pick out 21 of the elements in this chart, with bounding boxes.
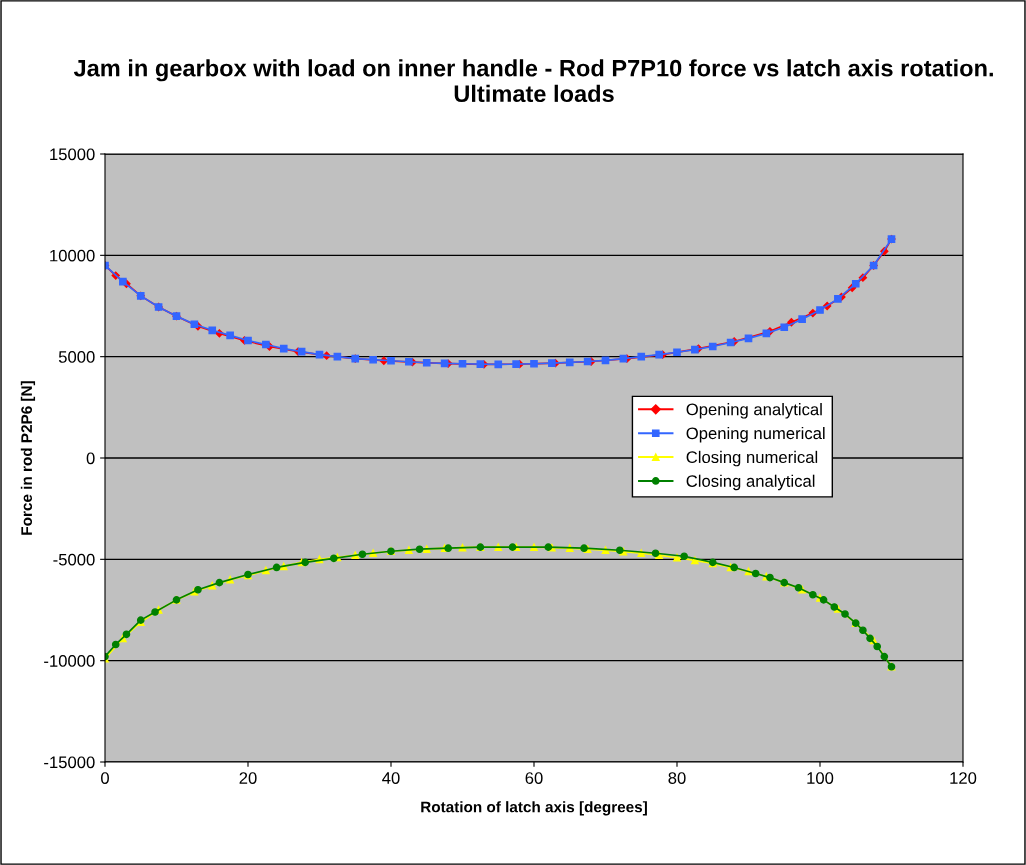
y-tick-label: -5000 xyxy=(53,553,95,566)
chart-title: Jam in gearbox with load on inner handle - Rod P7P10 force vs latch axis rotation. Ultimate loads xyxy=(73,59,993,103)
x-tick-label: 120 xyxy=(950,772,977,784)
y-axis-title: Force in rod P2P6 [N] xyxy=(20,381,36,535)
y-tick-label: 5000 xyxy=(58,351,95,363)
x-tick-label: 100 xyxy=(807,772,834,784)
x-tick-label: 60 xyxy=(525,772,543,784)
y-tick-label: -15000 xyxy=(44,756,95,769)
x-tick-label: 40 xyxy=(382,772,400,784)
legend-label: Opening analytical xyxy=(686,403,822,419)
x-axis-title: Rotation of latch axis [degrees] xyxy=(421,801,647,816)
y-tick-label: 10000 xyxy=(50,249,95,262)
y-tick-label: -10000 xyxy=(44,655,95,667)
x-tick-label: 0 xyxy=(101,772,109,784)
legend-label: Closing analytical xyxy=(686,474,815,491)
legend-label: Opening numerical xyxy=(686,426,825,443)
x-tick-label: 80 xyxy=(668,772,686,784)
legend-label: Closing numerical xyxy=(686,450,818,467)
y-tick-label: 15000 xyxy=(50,148,95,161)
x-tick-label: 20 xyxy=(239,772,257,784)
y-tick-label: 0 xyxy=(86,452,95,465)
